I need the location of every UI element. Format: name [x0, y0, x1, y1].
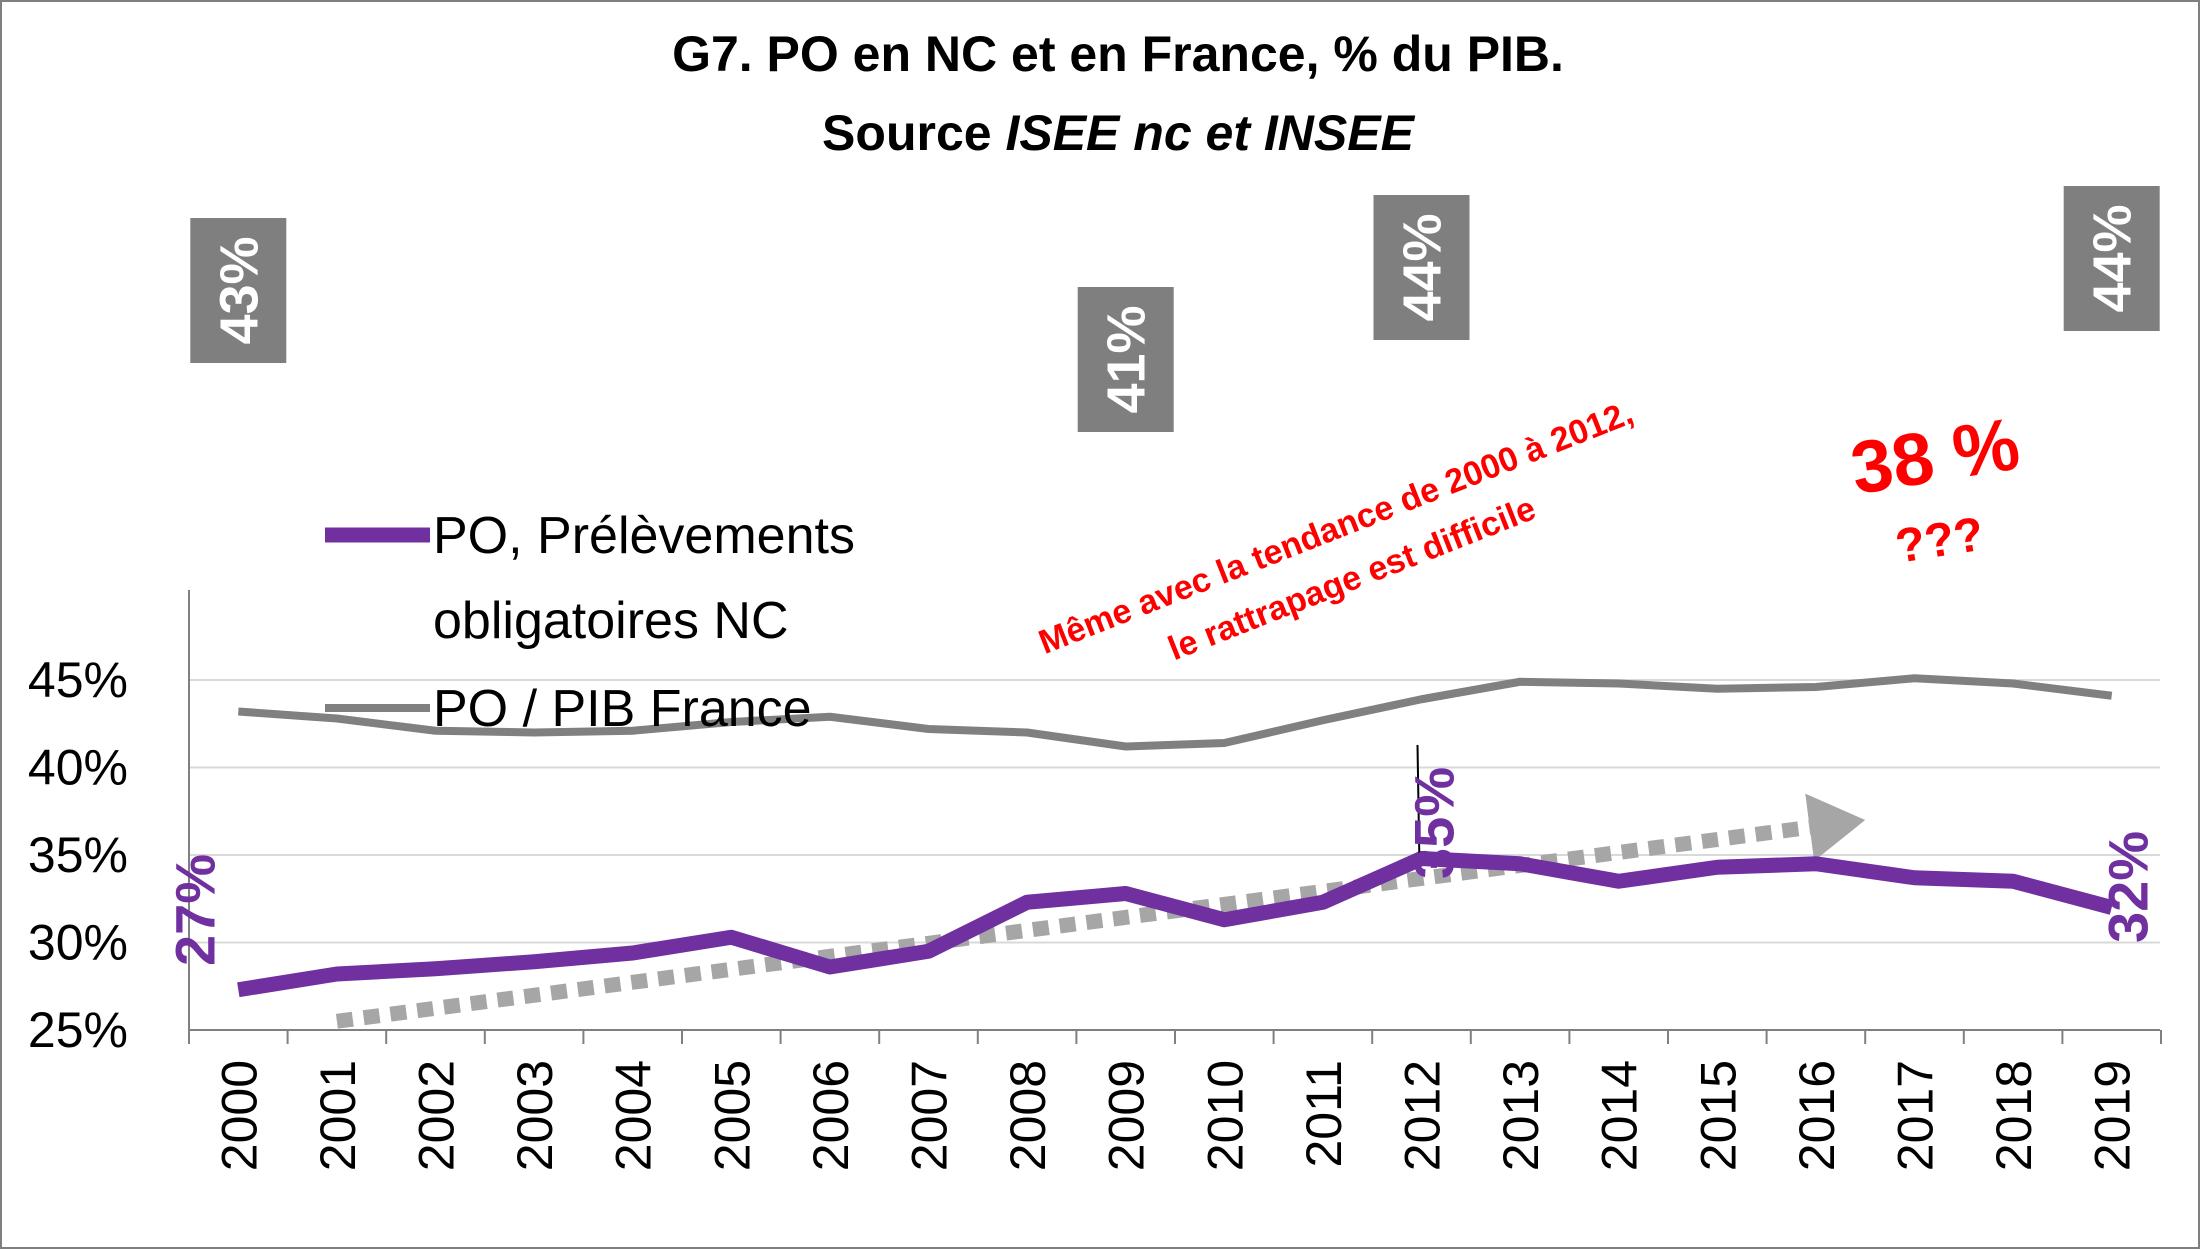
x-tick-label: 2001 [310, 1060, 366, 1171]
trend-annotation-line-1: Même avec la tendance de 2000 à 2012, [1034, 394, 1639, 662]
x-tick-label: 2006 [803, 1060, 859, 1171]
x-tick-label: 2005 [704, 1060, 760, 1171]
y-tick-label: 45% [28, 652, 128, 708]
legend-label-nc: obligatoires NC [433, 592, 789, 650]
y-tick-label: 25% [28, 1002, 128, 1058]
trend-arrow-line [335, 819, 1811, 1029]
gridlines [189, 679, 2160, 944]
data-label-box [2063, 186, 2160, 331]
axes [188, 590, 2162, 1044]
x-tick-label: 2013 [1493, 1060, 1549, 1171]
x-tick-label: 2000 [211, 1060, 267, 1171]
data-label-box [1373, 195, 1470, 340]
legend: PO, Prélèvements obligatoires NC PO / PIB … [325, 507, 855, 738]
x-tick-label: 2008 [1000, 1060, 1056, 1171]
data-label: 41% [1097, 305, 1157, 413]
y-tick-label: 35% [28, 827, 128, 883]
chart-subtitle: Source ISEE nc et INSEE [822, 105, 1416, 161]
x-tick-label: 2015 [1690, 1060, 1746, 1171]
annotations: Même avec la tendance de 2000 à 2012, le… [1034, 394, 2025, 668]
x-tick-label: 2010 [1197, 1060, 1253, 1171]
trend-arrow-head [1805, 793, 1866, 862]
x-tick-label: 2002 [409, 1060, 465, 1171]
chart-subtitle-prefix: Source [822, 105, 1005, 161]
target-question-annotation: ??? [1892, 508, 1987, 574]
series-lines [237, 674, 2114, 998]
x-tick-label: 2016 [1789, 1060, 1845, 1171]
x-tick-label: 2011 [1296, 1060, 1352, 1168]
x-tick-label: 2007 [902, 1060, 958, 1171]
y-tick-label: 40% [28, 740, 128, 796]
data-label: 43% [209, 236, 269, 344]
x-tick-label: 2009 [1099, 1060, 1155, 1171]
legend-label-nc: PO, Prélèvements [433, 507, 855, 565]
x-tick-label: 2019 [2085, 1060, 2141, 1171]
legend-label-france: PO / PIB France [433, 680, 812, 738]
x-tick-label: 2012 [1395, 1060, 1451, 1171]
trend-arrow-group [335, 793, 1866, 1029]
series-line-france [238, 674, 2113, 751]
data-label: 44% [2083, 204, 2143, 312]
data-label-box [1077, 287, 1174, 432]
x-tick-label: 2014 [1592, 1060, 1648, 1171]
y-tick-label: 30% [28, 915, 128, 971]
x-tick-label: 2004 [606, 1060, 662, 1171]
x-tick-labels: 2000 2001 2002 2003 2004 2005 2006 2007 2008 2009… [211, 1060, 2140, 1171]
data-label-box [190, 218, 287, 363]
label-leader-line [1416, 744, 1421, 867]
data-labels: 43% 41% 44% 44% 27% 35% 32% [163, 186, 2160, 966]
x-tick-label: 2017 [1888, 1060, 1944, 1171]
x-tick-label: 2003 [507, 1060, 563, 1171]
data-label: 44% [1393, 213, 1453, 321]
data-label: 35% [1403, 767, 1466, 879]
y-tick-labels: 25% 30% 35% 40% 45% [28, 652, 128, 1058]
data-label: 32% [2097, 831, 2160, 943]
data-label: 27% [163, 854, 226, 966]
series-line-nc [237, 851, 2114, 998]
chart-subtitle-source: ISEE nc et INSEE [1005, 105, 1415, 161]
target-value-annotation: 38 % [1845, 402, 2025, 510]
chart-title: G7. PO en NC et en France, % du PIB. [672, 26, 1564, 82]
chart-title-group: G7. PO en NC et en France, % du PIB. Sou… [672, 26, 1564, 161]
x-tick-label: 2018 [1986, 1060, 2042, 1171]
